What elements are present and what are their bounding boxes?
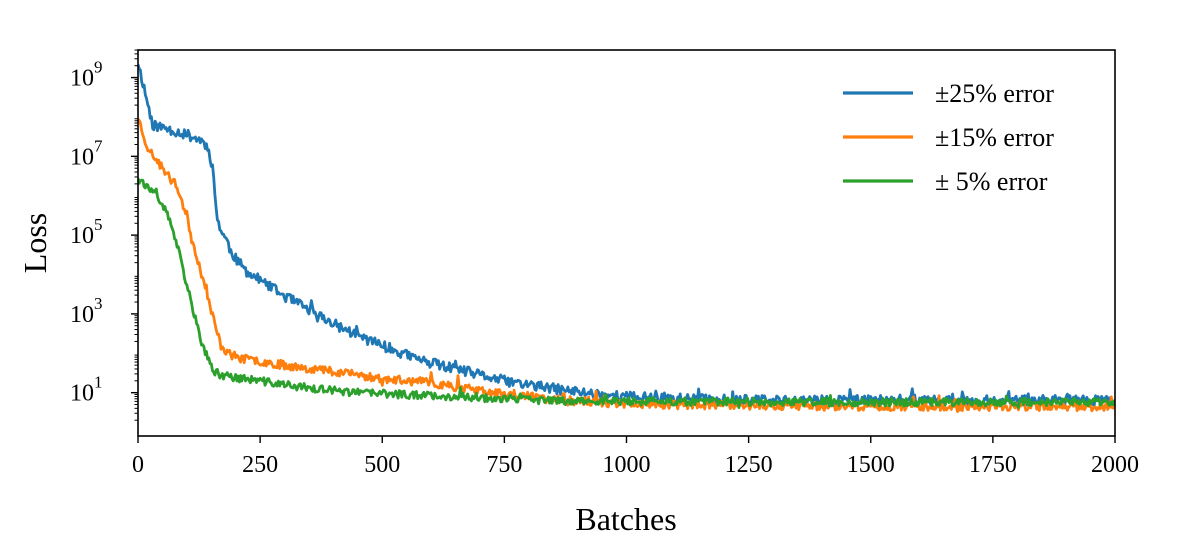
x-axis-label: Batches [575, 501, 676, 537]
x-tick-label: 2000 [1091, 452, 1139, 478]
x-tick-label: 0 [132, 452, 144, 478]
x-tick-label: 250 [242, 452, 278, 478]
series-line [138, 118, 1115, 413]
series-line [138, 64, 1115, 408]
y-tick-label: 109 [70, 58, 103, 92]
x-tick-label: 1750 [969, 452, 1017, 478]
legend-label: ± 5% error [935, 167, 1048, 196]
legend-label: ±15% error [935, 123, 1054, 152]
series-line [138, 177, 1115, 409]
y-axis-ticks: 101 103 105 107 109 [70, 49, 138, 421]
x-tick-label: 500 [364, 452, 400, 478]
x-tick-label: 1250 [725, 452, 773, 478]
y-tick-label: 101 [70, 373, 103, 407]
legend: ±25% error ±15% error ± 5% error [843, 79, 1054, 196]
legend-label: ±25% error [935, 79, 1054, 108]
y-tick-label: 107 [70, 136, 103, 170]
x-tick-label: 750 [486, 452, 522, 478]
series-layer [138, 64, 1115, 413]
x-tick-label: 1500 [847, 452, 895, 478]
x-axis-ticks: 0 250 500 750 1000 1250 1500 1750 2000 [132, 436, 1139, 478]
x-tick-label: 1000 [603, 452, 651, 478]
y-tick-label: 103 [70, 294, 103, 328]
y-axis-label: Loss [17, 213, 53, 273]
y-tick-label: 105 [70, 215, 103, 249]
